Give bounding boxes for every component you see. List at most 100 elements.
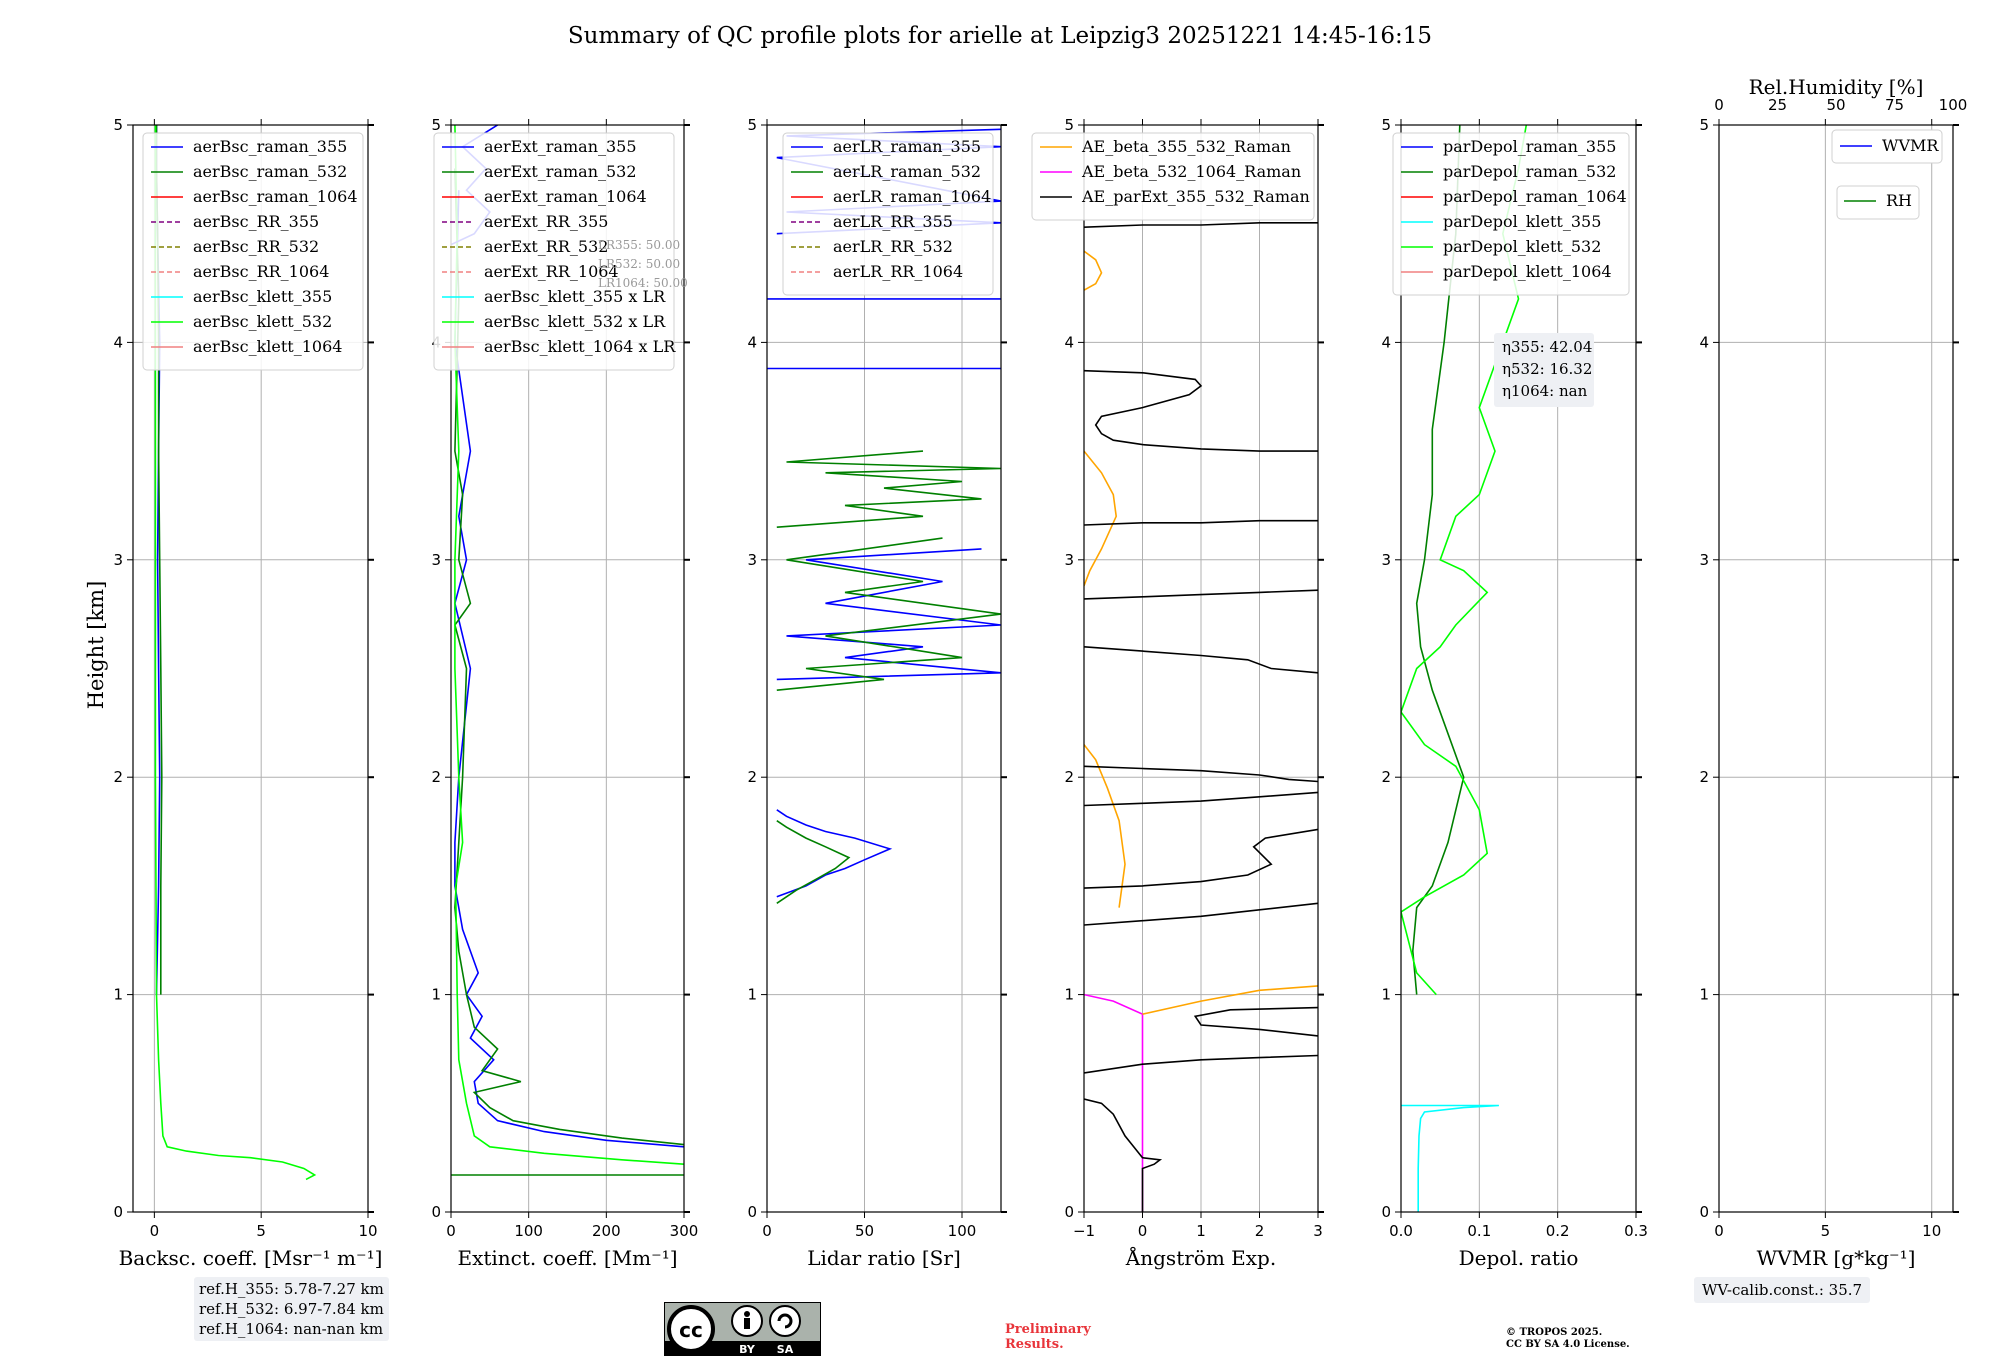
series-line-AE-parExt-g — [1084, 646, 1318, 674]
x-tick-label: 2 — [1255, 1222, 1265, 1240]
series-line-AE-parExt-b — [1193, 1006, 1318, 1037]
series-line-AE-parExt-c — [1084, 902, 1318, 926]
y-tick-label: 3 — [431, 551, 441, 569]
x-tick-label: 0 — [1138, 1222, 1148, 1240]
legend-label: aerBsc_raman_355 — [193, 137, 347, 156]
top-x-tick-label: 100 — [1939, 96, 1968, 114]
y-tick-label: 5 — [1064, 116, 1074, 134]
legend-label: aerLR_raman_1064 — [833, 187, 991, 206]
x-tick-label: 10 — [1922, 1222, 1941, 1240]
legend-label: aerExt_RR_1064 — [484, 262, 619, 281]
series-line-AE-parExt-i — [1084, 519, 1318, 526]
x-tick-label: 50 — [855, 1222, 874, 1240]
figure-title: Summary of QC profile plots for arielle … — [568, 23, 1432, 49]
series-group — [1084, 222, 1318, 1212]
preliminary-note: Preliminary Results. — [1005, 1322, 1091, 1352]
y-tick-label: 1 — [1381, 986, 1391, 1004]
series-line-AE-parExt-f — [1084, 765, 1318, 783]
legend-label: aerBsc_RR_1064 — [193, 262, 329, 281]
x-tick-label: 100 — [948, 1222, 977, 1240]
axes-frame — [766, 124, 1002, 1213]
copyright-note: © TROPOS 2025. CC BY SA 4.0 License. — [1506, 1327, 1630, 1351]
x-axis-label: Ångström Exp. — [1125, 1245, 1276, 1270]
x-axis-label: Backsc. coeff. [Msr⁻¹ m⁻¹] — [119, 1246, 383, 1270]
y-tick-label: 5 — [113, 116, 123, 134]
lr-label: LR532: 50.00 — [598, 257, 680, 271]
y-tick-label: 5 — [1381, 116, 1391, 134]
y-tick-label: 1 — [1699, 986, 1709, 1004]
axes-frame — [450, 124, 685, 1213]
y-tick-label: 5 — [1699, 116, 1709, 134]
legend-box — [433, 132, 675, 371]
legend-wvmr-label: WVMR — [1882, 136, 1939, 155]
eta-label: η355: 42.04 — [1502, 338, 1592, 356]
legend-label: aerExt_raman_355 — [484, 137, 637, 156]
y-tick-label: 3 — [1381, 551, 1391, 569]
legend: parDepol_raman_355 parDepol_raman_532 parD… — [1392, 132, 1630, 296]
series-line-AE-parExt-e — [1084, 791, 1318, 807]
eta-label: η1064: nan — [1502, 382, 1588, 400]
y-tick-label: 3 — [1064, 551, 1074, 569]
legend: aerBsc_raman_355 aerBsc_raman_532 aerBsc_r… — [142, 132, 364, 371]
legend: aerLR_raman_355 aerLR_raman_532 aerLR_rama… — [782, 132, 994, 296]
legend-label: aerBsc_klett_1064 x LR — [484, 337, 676, 356]
sa-text: SA — [777, 1343, 794, 1356]
x-tick-label: 100 — [514, 1222, 543, 1240]
top-x-tick-label: 0 — [1714, 96, 1724, 114]
y-tick-label: 2 — [1381, 768, 1391, 786]
y-tick-label: 5 — [431, 116, 441, 134]
x-tick-label: 0 — [1714, 1222, 1724, 1240]
series-line-aerLR-raman-532-c — [776, 450, 1001, 528]
x-tick-label: 1 — [1196, 1222, 1206, 1240]
series-line-AE-parExt-355-532-Raman — [1084, 1098, 1163, 1212]
series-line-AE-beta-355-532-Raman-d — [1084, 250, 1103, 291]
y-tick-label: 1 — [1064, 986, 1074, 1004]
x-axis-label: WVMR [g*kg⁻¹] — [1757, 1246, 1916, 1270]
series-line-aerExt-raman-355 — [454, 190, 684, 1148]
ref-height-532: ref.H_532: 6.97-7.84 km — [199, 1300, 384, 1318]
axes-frame — [1400, 124, 1637, 1213]
lr-label: LR355: 50.00 — [598, 238, 680, 252]
legend-label: aerLR_raman_532 — [833, 162, 981, 181]
series-group — [451, 125, 684, 1176]
y-tick-label: 1 — [747, 986, 757, 1004]
y-tick-label: 0 — [431, 1203, 441, 1221]
legend-label: aerBsc_klett_1064 — [193, 337, 342, 356]
y-tick-label: 4 — [1064, 333, 1074, 351]
y-tick-label: 1 — [431, 986, 441, 1004]
y-tick-label: 4 — [113, 333, 123, 351]
legend-label: parDepol_raman_355 — [1443, 137, 1616, 156]
axes-frame — [1718, 124, 1954, 1213]
legend-wvmr-box — [1831, 129, 1943, 164]
x-tick-label: 300 — [670, 1222, 699, 1240]
series-line-AE-parExt-k — [1084, 222, 1318, 228]
lr-annotation: LR355: 50.00 LR532: 50.00 LR1064: 50.00 — [598, 238, 688, 290]
legend-box — [142, 132, 364, 371]
x-tick-label: −1 — [1073, 1222, 1095, 1240]
top-x-axis-label: Rel.Humidity [%] — [1749, 75, 1924, 99]
preliminary-line-2: Results. — [1005, 1337, 1064, 1352]
y-tick-label: 4 — [747, 333, 757, 351]
legend-label: aerLR_RR_1064 — [833, 262, 963, 281]
axes-frame — [132, 124, 369, 1213]
legend-label: parDepol_klett_355 — [1443, 212, 1601, 231]
series-line-aerBsc-klett-532 — [154, 125, 317, 1181]
series-line-AE-parExt-h — [1084, 589, 1318, 600]
y-tick-label: 4 — [1381, 333, 1391, 351]
panel-depolarization: 0.0 0.1 0.2 0.3 0 1 2 3 4 5 Depol. ratio parDepol_r… — [1381, 116, 1647, 1270]
series-line-AE-parExt-j — [1084, 369, 1318, 452]
x-tick-label: 0 — [150, 1222, 160, 1240]
by-text: BY — [739, 1343, 756, 1356]
legend-label: AE_parExt_355_532_Raman — [1081, 187, 1310, 206]
y-tick-label: 0 — [1699, 1203, 1709, 1221]
cc-text: cc — [679, 1318, 703, 1342]
legend-rh-label: RH — [1886, 191, 1912, 210]
x-axis-label: Lidar ratio [Sr] — [807, 1246, 961, 1270]
series-line-aerBsc-klett-532-x-LR — [454, 125, 684, 1165]
series-line-AE-beta-355-532-Raman-c — [1084, 450, 1118, 587]
y-tick-label: 2 — [1064, 768, 1074, 786]
panel-lidar_ratio: 0 50 100 0 1 2 3 4 5 Lidar ratio [Sr] aerLR_raman_… — [747, 116, 1007, 1270]
legend-label: aerExt_raman_1064 — [484, 187, 647, 206]
legend-label: aerLR_RR_355 — [833, 212, 953, 231]
